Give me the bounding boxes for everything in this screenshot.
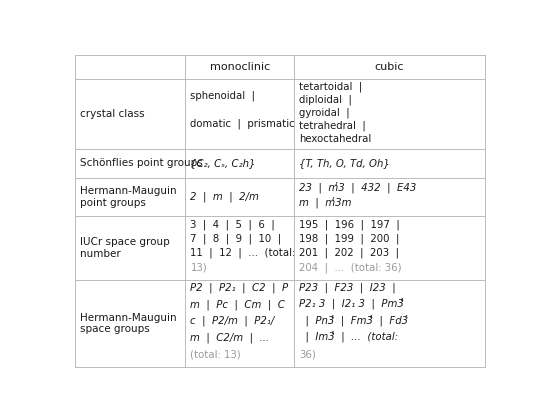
- Text: tetartoidal  |: tetartoidal |: [299, 81, 363, 92]
- Text: sphenoidal  |: sphenoidal |: [191, 91, 256, 101]
- Text: |  Pn3̾  |  Fm3̾  |  Fd3̾: | Pn3̾ | Fm3̾ | Fd3̾: [299, 315, 408, 327]
- Text: {C₂, Cₛ, C₂h}: {C₂, Cₛ, C₂h}: [191, 158, 256, 168]
- Text: diploidal  |: diploidal |: [299, 94, 352, 105]
- Text: P2  |  P2₁  |  C2  |  P: P2 | P2₁ | C2 | P: [191, 283, 289, 293]
- Text: 195  |  196  |  197  |: 195 | 196 | 197 |: [299, 219, 400, 229]
- Text: hexoctahedral: hexoctahedral: [299, 134, 371, 144]
- Text: 23  |  m̾3  |  432  |  E43: 23 | m̾3 | 432 | E43: [299, 182, 417, 194]
- Text: 7  |  8  |  9  |  10  |: 7 | 8 | 9 | 10 |: [191, 234, 282, 244]
- Text: 198  |  199  |  200  |: 198 | 199 | 200 |: [299, 234, 400, 244]
- Text: tetrahedral  |: tetrahedral |: [299, 120, 366, 131]
- Text: cubic: cubic: [375, 62, 405, 72]
- Text: 11  |  12  |  ...  (total:: 11 | 12 | ... (total:: [191, 248, 296, 258]
- Text: Hermann-Mauguin
point groups: Hermann-Mauguin point groups: [80, 186, 176, 208]
- Text: m  |  Pc  |  Cm  |  C: m | Pc | Cm | C: [191, 299, 286, 310]
- Text: P23  |  F23  |  I23  |: P23 | F23 | I23 |: [299, 283, 396, 293]
- Text: 36): 36): [299, 349, 316, 359]
- Text: {T, Th, O, Td, Oh}: {T, Th, O, Td, Oh}: [299, 158, 390, 168]
- Text: 13): 13): [191, 263, 207, 273]
- Text: crystal class: crystal class: [80, 109, 144, 119]
- Text: IUCr space group
number: IUCr space group number: [80, 237, 169, 259]
- Text: c  |  P2/m  |  P2₁/: c | P2/m | P2₁/: [191, 316, 275, 326]
- Text: m  |  m̾3m: m | m̾3m: [299, 198, 352, 209]
- Text: monoclinic: monoclinic: [210, 62, 270, 72]
- Text: 3  |  4  |  5  |  6  |: 3 | 4 | 5 | 6 |: [191, 219, 275, 229]
- Text: domatic  |  prismatic: domatic | prismatic: [191, 118, 295, 129]
- Text: 204  |  ...  (total: 36): 204 | ... (total: 36): [299, 263, 402, 273]
- Text: m  |  C2/m  |  ...: m | C2/m | ...: [191, 332, 270, 343]
- Text: (total: 13): (total: 13): [191, 349, 241, 359]
- Text: Schönflies point groups: Schönflies point groups: [80, 158, 203, 168]
- Text: 2  |  m  |  2/m: 2 | m | 2/m: [191, 192, 259, 202]
- Text: |  Im3̾  |  ...  (total:: | Im3̾ | ... (total:: [299, 332, 399, 343]
- Text: gyroidal  |: gyroidal |: [299, 107, 350, 118]
- Text: P2₁ 3  |  I2₁ 3  |  Pm3̾: P2₁ 3 | I2₁ 3 | Pm3̾: [299, 299, 404, 310]
- Text: Hermann-Mauguin
space groups: Hermann-Mauguin space groups: [80, 313, 176, 334]
- Text: 201  |  202  |  203  |: 201 | 202 | 203 |: [299, 248, 399, 258]
